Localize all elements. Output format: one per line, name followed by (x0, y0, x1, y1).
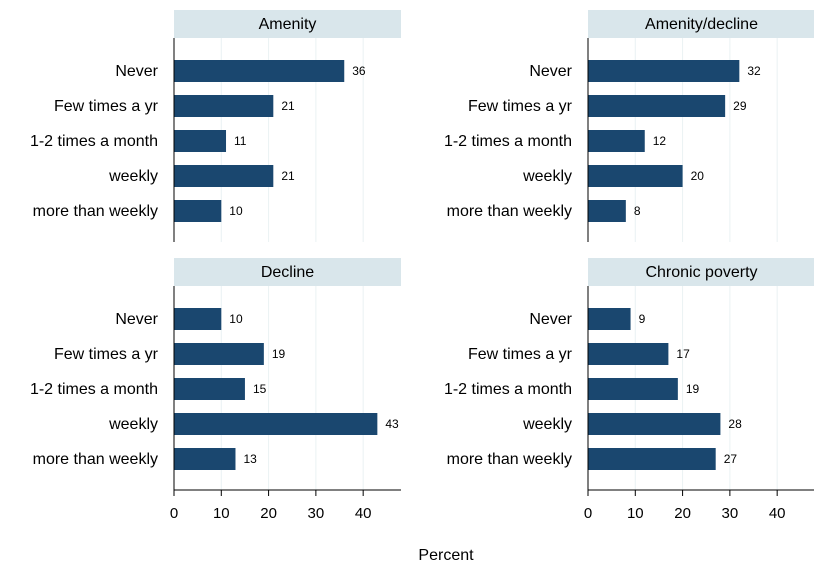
y-tick-label: Never (115, 63, 158, 80)
bar (588, 130, 645, 152)
value-label: 20 (691, 169, 705, 183)
x-tick-label: 10 (627, 505, 644, 522)
y-tick-label: Few times a yr (468, 98, 573, 115)
bar (588, 200, 626, 222)
y-tick-label: Few times a yr (54, 346, 159, 363)
y-tick-label: 1-2 times a month (30, 381, 158, 398)
value-label: 9 (639, 312, 646, 326)
bar (588, 95, 726, 117)
y-tick-label: more than weekly (447, 203, 572, 220)
y-tick-label: Never (529, 63, 572, 80)
facet-title: Amenity (259, 16, 317, 33)
value-label: 11 (234, 134, 247, 148)
value-label: 12 (653, 134, 667, 148)
value-label: 27 (724, 452, 738, 466)
x-tick-label: 0 (170, 505, 178, 522)
value-label: 43 (385, 417, 399, 431)
bar (174, 378, 245, 400)
bar (588, 413, 721, 435)
y-tick-label: weekly (522, 168, 572, 185)
bar (174, 413, 378, 435)
y-tick-label: weekly (522, 416, 572, 433)
bar (588, 165, 683, 187)
bar (174, 95, 274, 117)
y-tick-label: weekly (108, 168, 158, 185)
x-tick-label: 30 (722, 505, 739, 522)
value-label: 21 (281, 169, 295, 183)
value-label: 8 (634, 204, 641, 218)
value-label: 19 (272, 347, 286, 361)
x-tick-label: 0 (584, 505, 592, 522)
bar (588, 60, 740, 82)
bar (174, 60, 345, 82)
facet-header (174, 10, 401, 38)
x-tick-label: 10 (213, 505, 230, 522)
facet-header (588, 10, 814, 38)
value-label: 13 (243, 452, 257, 466)
facet-title: Amenity/decline (645, 16, 758, 33)
bar (588, 448, 716, 470)
bar (588, 308, 631, 330)
x-tick-label: 40 (769, 505, 786, 522)
facet-header (174, 258, 401, 286)
bar (174, 200, 222, 222)
bar (174, 165, 274, 187)
value-label: 19 (686, 382, 700, 396)
facet-title: Decline (261, 264, 314, 281)
bar (174, 308, 222, 330)
y-tick-label: Never (529, 311, 572, 328)
x-axis-label: Percent (418, 547, 474, 564)
bar (174, 130, 227, 152)
value-label: 36 (352, 64, 366, 78)
x-tick-label: 40 (355, 505, 372, 522)
value-label: 21 (281, 99, 295, 113)
value-label: 32 (747, 64, 761, 78)
bar (588, 343, 669, 365)
y-tick-label: 1-2 times a month (444, 133, 572, 150)
bar (588, 378, 678, 400)
y-tick-label: weekly (108, 416, 158, 433)
y-tick-label: 1-2 times a month (30, 133, 158, 150)
value-label: 28 (728, 417, 742, 431)
facet-header (588, 258, 814, 286)
value-label: 29 (733, 99, 747, 113)
y-tick-label: Few times a yr (468, 346, 573, 363)
y-tick-label: more than weekly (33, 451, 158, 468)
value-label: 17 (676, 347, 690, 361)
y-tick-label: Few times a yr (54, 98, 159, 115)
x-tick-label: 20 (674, 505, 691, 522)
bar (174, 448, 236, 470)
y-tick-label: 1-2 times a month (444, 381, 572, 398)
x-tick-label: 30 (308, 505, 325, 522)
y-tick-label: more than weekly (447, 451, 572, 468)
value-label: 10 (229, 312, 243, 326)
value-label: 10 (229, 204, 243, 218)
y-tick-label: Never (115, 311, 158, 328)
bar (174, 343, 264, 365)
y-tick-label: more than weekly (33, 203, 158, 220)
facet-title: Chronic poverty (645, 264, 757, 281)
value-label: 15 (253, 382, 267, 396)
x-tick-label: 20 (260, 505, 277, 522)
